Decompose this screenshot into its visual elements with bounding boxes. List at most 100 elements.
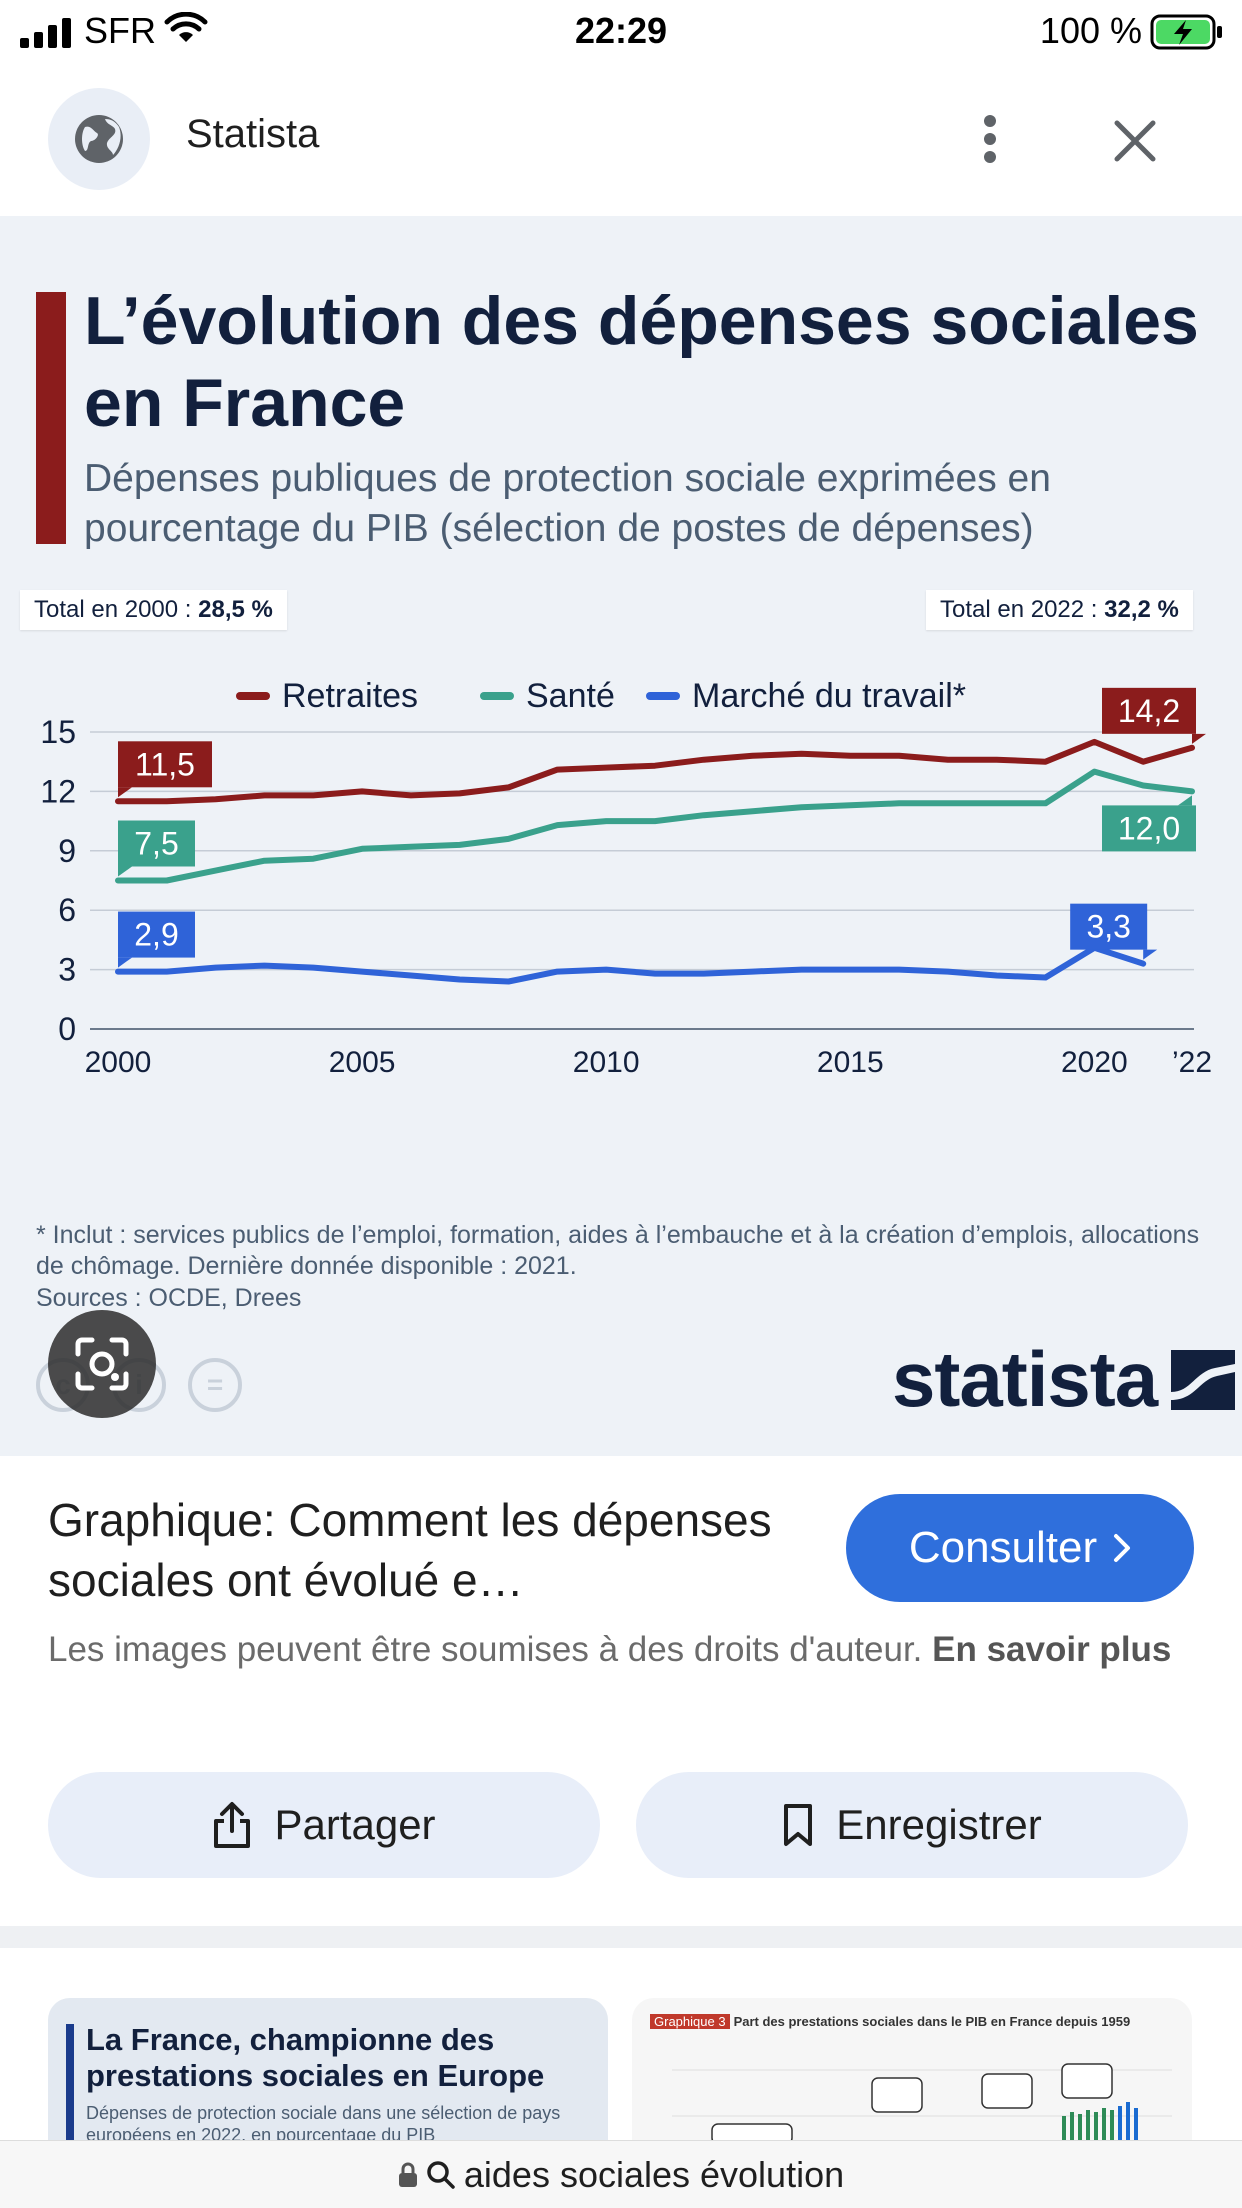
data-label-pointer [1143, 949, 1158, 960]
data-label: 7,5 [118, 820, 195, 877]
related-right-title-text: Part des prestations sociales dans le PI… [733, 2014, 1131, 2029]
carrier-name: SFR [84, 10, 156, 51]
related-image-left[interactable]: La France, championne des prestations so… [48, 1998, 608, 2148]
wifi-icon [164, 12, 208, 42]
copyright-text: Les images peuvent être soumises à des d… [48, 1630, 933, 1669]
consult-button[interactable]: Consulter [846, 1494, 1194, 1602]
data-label-pointer [1178, 795, 1192, 806]
share-label: Partager [274, 1801, 436, 1848]
total-2022-badge: Total en 2022 : 32,2 % [926, 590, 1193, 630]
data-label: 2,9 [118, 911, 195, 968]
line-chart: 0 3 6 9 12 15 2000 2005 2010 2015 2020 ’22 Retraites… [40, 677, 1212, 1079]
result-title[interactable]: Graphique: Comment les dépenses sociales… [48, 1494, 772, 1606]
statista-logo: statista [892, 1334, 1236, 1425]
copyright-notice: Les images peuvent être soumises à des d… [48, 1626, 1198, 1674]
data-label-pointer [1192, 733, 1206, 744]
total-2022-value: 32,2 % [1104, 596, 1179, 623]
total-2000-badge: Total en 2000 : 28,5 % [20, 590, 287, 630]
search-query: aides sociales évolution [463, 2153, 845, 2195]
data-label-box [118, 820, 195, 867]
legend-label: Retraites [282, 677, 418, 715]
signal-icon [20, 18, 71, 48]
chevron-right-icon [1114, 1534, 1131, 1562]
share-icon [214, 1802, 251, 1848]
globe-icon [75, 115, 123, 163]
data-label: 12,0 [1102, 795, 1196, 852]
data-label: 11,5 [118, 741, 212, 798]
related-right-tag: Graphique 3 [650, 2014, 730, 2029]
more-vert-icon [984, 115, 996, 163]
related-right-title: Graphique 3 Part des prestations sociales… [650, 2014, 1130, 2029]
status-bar: SFR 22:29 100 % [0, 0, 1242, 66]
x-tick-label: 2000 [85, 1046, 152, 1079]
y-tick-label: 3 [58, 952, 76, 988]
related-image-right[interactable]: Graphique 3 Part des prestations sociales… [632, 1998, 1192, 2148]
search-icon [427, 2160, 455, 2189]
legend-label: Santé [526, 677, 615, 715]
section-divider [0, 1926, 1242, 1948]
data-label-pointer [118, 866, 132, 877]
clock: 22:29 [574, 10, 668, 51]
data-label: 3,3 [1070, 903, 1158, 960]
x-tick-label: 2020 [1061, 1046, 1128, 1079]
close-icon [1114, 120, 1156, 162]
lock-icon [398, 2162, 417, 2187]
chart-title: L’évolution des dépenses sociales en Fra… [84, 283, 1199, 441]
total-2000-value: 28,5 % [198, 596, 273, 623]
y-tick-label: 15 [40, 714, 76, 750]
data-label-text: 11,5 [135, 746, 195, 782]
data-label-box [1102, 805, 1196, 852]
infographic-image[interactable]: L’évolution des dépenses sociales en Fra… [0, 216, 1242, 1456]
x-tick-label: 2005 [329, 1046, 396, 1079]
data-label-text: 12,0 [1118, 810, 1180, 846]
save-label: Enregistrer [836, 1801, 1042, 1848]
y-tick-label: 6 [58, 892, 76, 928]
data-label-pointer [118, 787, 132, 798]
data-label-box [1102, 687, 1196, 734]
no-derivatives-icon: = [188, 1358, 242, 1412]
x-tick-label: ’22 [1172, 1046, 1212, 1079]
statista-logo-mark-icon [1171, 1349, 1236, 1410]
y-tick-label: 9 [58, 833, 76, 869]
x-tick-label: 2010 [573, 1046, 640, 1079]
x-tick-label: 2015 [817, 1046, 884, 1079]
data-label-text: 2,9 [134, 917, 178, 953]
site-header: Statista [0, 66, 1242, 216]
share-button[interactable]: Partager [48, 1772, 600, 1878]
thumb-accent-bar [66, 2024, 74, 2148]
more-options-button[interactable] [960, 104, 1020, 174]
data-label-text: 3,3 [1086, 909, 1130, 945]
series-line [115, 944, 1147, 985]
series-line [115, 738, 1195, 805]
total-2022-label: Total en 2022 : [940, 596, 1105, 623]
close-button[interactable] [1100, 106, 1170, 176]
series-line [115, 768, 1195, 884]
y-tick-label: 0 [58, 1011, 76, 1047]
bookmark-icon [784, 1804, 813, 1846]
title-accent-bar [36, 292, 66, 544]
y-tick-label: 12 [40, 773, 76, 809]
chart-sources: Sources : OCDE, Drees [36, 1284, 302, 1312]
statista-wordmark: statista [892, 1335, 1158, 1423]
data-label-box [118, 741, 212, 788]
site-name[interactable]: Statista [186, 112, 320, 156]
chart-footnote: * Inclut : services publics de l’emploi,… [36, 1221, 1200, 1280]
learn-more-link[interactable]: En savoir plus [932, 1630, 1172, 1669]
data-label-text: 14,2 [1118, 693, 1180, 729]
lens-search-button[interactable] [48, 1310, 156, 1418]
related-right-chart-preview [672, 2063, 1172, 2146]
related-left-title: La France, championne des prestations so… [86, 2022, 545, 2093]
data-label-box [1070, 903, 1148, 950]
data-label-box [118, 911, 195, 958]
total-2000-label: Total en 2000 : [34, 596, 199, 623]
data-label-pointer [118, 957, 132, 968]
battery-charging-icon [1150, 14, 1222, 50]
save-button[interactable]: Enregistrer [636, 1772, 1188, 1878]
lens-icon [75, 1337, 129, 1391]
url-bar[interactable]: aides sociales évolution [0, 2140, 1242, 2208]
site-favicon[interactable] [48, 88, 150, 190]
battery-percent: 100 % [1039, 10, 1142, 51]
data-label-text: 7,5 [134, 826, 178, 862]
legend-label: Marché du travail* [692, 677, 966, 715]
data-label: 14,2 [1102, 687, 1206, 744]
